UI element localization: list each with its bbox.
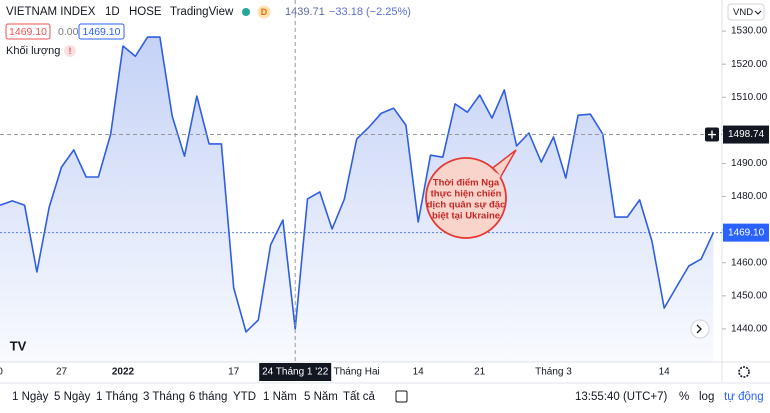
badge[interactable] xyxy=(257,5,271,19)
y-tick-label: 1450.00 xyxy=(731,290,768,301)
bid: 1469.10 xyxy=(9,26,47,38)
range-button[interactable]: YTD xyxy=(233,391,256,403)
range-button[interactable]: 5 Ngày xyxy=(54,391,91,403)
clock: 13:55:40 (UTC+7) xyxy=(575,391,668,403)
annotation-joint xyxy=(490,169,501,179)
auto-toggle[interactable]: tự động xyxy=(724,391,764,403)
calendar-icon[interactable] xyxy=(395,390,408,403)
warning-mark: ! xyxy=(69,46,72,56)
range-button[interactable]: 6 tháng xyxy=(189,391,227,403)
range-button[interactable]: 5 Năm xyxy=(304,391,338,403)
last-price-label: 1469.10 xyxy=(728,227,765,238)
x-tick-label: 27 xyxy=(56,367,68,378)
annotation-text: dịch quân sự đặc xyxy=(427,200,506,211)
spread: 0.00 xyxy=(58,26,79,38)
x-tick-label: 21 xyxy=(474,367,486,378)
settings-icon[interactable] xyxy=(738,366,750,378)
currency-select[interactable] xyxy=(727,3,765,21)
price-line xyxy=(0,36,715,333)
bid-box[interactable] xyxy=(5,23,51,40)
interval: 1D xyxy=(105,6,120,18)
area-fill xyxy=(0,37,714,362)
range-button[interactable]: 1 Tháng xyxy=(96,391,138,403)
last-price-box xyxy=(723,223,769,242)
x-tick-label: 2022 xyxy=(112,367,135,378)
y-tick-label: 1460.00 xyxy=(731,257,768,268)
y-tick-label: 1440.00 xyxy=(731,324,768,335)
symbol: VIETNAM INDEX xyxy=(6,6,96,18)
y-tick-label: 1520.00 xyxy=(731,59,768,70)
x-tick-label: 0 xyxy=(0,367,3,378)
tv-logo: TV xyxy=(10,338,27,353)
range-button[interactable]: 1 Năm xyxy=(263,391,297,403)
change: −33.18 (−2.25%) xyxy=(329,6,411,18)
crosshair-x-label: 24 Tháng 1 '22 xyxy=(262,367,329,378)
scroll-button[interactable] xyxy=(690,319,710,339)
y-tick-label: 1480.00 xyxy=(731,191,768,202)
x-tick-label: 14 xyxy=(413,367,425,378)
badge-text: D xyxy=(261,7,268,17)
ask: 1469.10 xyxy=(83,26,121,38)
y-tick-label: 1490.00 xyxy=(731,158,768,169)
ask-box[interactable] xyxy=(78,23,125,40)
range-button[interactable]: 3 Tháng xyxy=(143,391,185,403)
toolbar: 1 Ngày 5 Ngày 1 Tháng 3 Tháng 6 tháng YTD 1 Nă… xyxy=(12,391,376,403)
crosshair-x-box xyxy=(259,363,332,381)
annotation-text: biệt tại Ukraine xyxy=(432,211,500,222)
annotation-bubble xyxy=(425,157,507,239)
close: 1439.71 xyxy=(285,6,325,18)
x-tick-label: Tháng 3 xyxy=(535,367,572,378)
source: TradingView xyxy=(170,6,234,18)
x-tick-label: 17 xyxy=(228,367,240,378)
annotation-text: Thời điểm Nga xyxy=(433,178,500,189)
scroll-arrow xyxy=(696,324,702,334)
annotation-text: thực hiện chiến xyxy=(431,189,502,200)
crosshair-y-label: 1498.74 xyxy=(728,129,765,140)
exchange: HOSE xyxy=(129,6,162,18)
add-icon xyxy=(708,130,716,139)
x-tick-label: Tháng Hai xyxy=(334,367,380,378)
range-button[interactable]: Tất cả xyxy=(343,391,376,403)
plot xyxy=(0,36,715,362)
percent-toggle[interactable]: % xyxy=(679,391,689,403)
y-tick-label: 1510.00 xyxy=(731,92,768,103)
currency: VND xyxy=(733,7,753,18)
dropdown-arrow xyxy=(754,10,762,15)
status-dot xyxy=(242,8,250,16)
warning-icon[interactable] xyxy=(64,45,76,57)
range-button[interactable]: 1 Ngày xyxy=(12,391,49,403)
y-tick-label: 1530.00 xyxy=(731,26,768,37)
x-tick-label: 14 xyxy=(659,367,671,378)
volume-label: Khối lượng xyxy=(6,45,60,57)
log-toggle[interactable]: log xyxy=(699,391,714,403)
crosshair-y-box xyxy=(723,125,769,144)
